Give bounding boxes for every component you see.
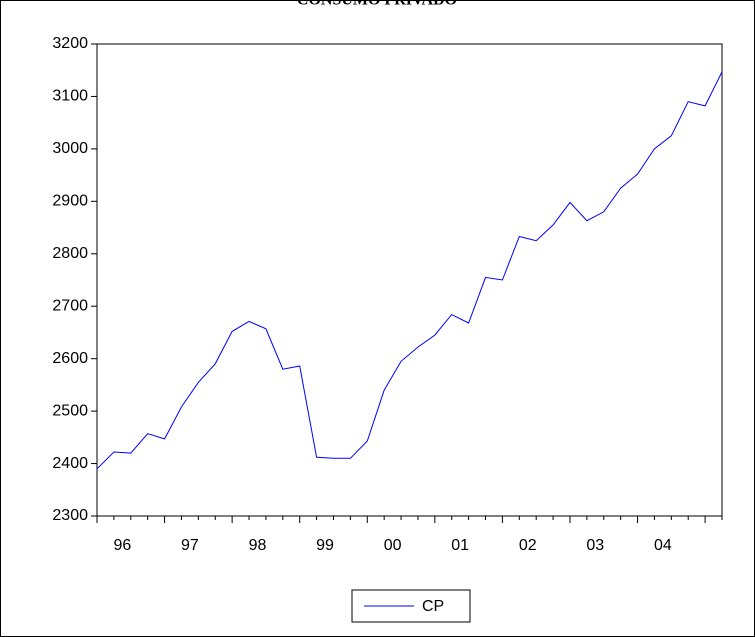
y-tick-label: 2600	[52, 350, 88, 367]
x-tick-label: 98	[249, 537, 267, 554]
y-tick-label: 2400	[52, 455, 88, 472]
x-tick-label: 04	[654, 537, 672, 554]
x-tick-label: 96	[113, 537, 131, 554]
y-tick-label: 2800	[52, 245, 88, 262]
x-tick-label: 02	[519, 537, 537, 554]
y-tick-label: 2300	[52, 507, 88, 524]
x-tick-label: 00	[384, 537, 402, 554]
y-tick-label: 2900	[52, 193, 88, 210]
y-tick-label: 3000	[52, 140, 88, 157]
x-tick-label: 01	[451, 537, 469, 554]
series-line	[96, 71, 723, 470]
x-tick-label: 97	[181, 537, 199, 554]
plot-area	[96, 43, 723, 517]
y-tick-label: 2500	[52, 402, 88, 419]
y-tick-label: 3100	[52, 88, 88, 105]
y-tick-label: 3200	[52, 35, 88, 52]
x-tick-label: 03	[586, 537, 604, 554]
y-tick-label: 2700	[52, 297, 88, 314]
chart-title: CONSUMO PRIVADO	[297, 0, 457, 9]
legend-label: CP	[422, 598, 444, 615]
x-tick-label: 99	[316, 537, 334, 554]
